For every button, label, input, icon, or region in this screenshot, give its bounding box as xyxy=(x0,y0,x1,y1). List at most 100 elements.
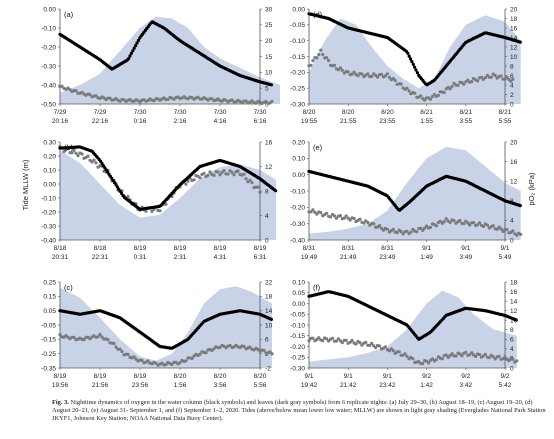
right-tick-label: 18 xyxy=(510,16,518,23)
leaf-point xyxy=(440,357,444,361)
leaf-point xyxy=(444,353,448,357)
leaf-point xyxy=(198,176,202,180)
left-tick-label: -0.50 xyxy=(41,101,56,108)
leaf-point xyxy=(497,354,501,358)
leaf-point xyxy=(86,154,90,158)
x-tick-date: 8/20 xyxy=(342,109,355,116)
right-tick-label: 4 xyxy=(265,213,269,220)
x-tick-date: 8/19 xyxy=(134,373,147,380)
x-tick-time: 1:56 xyxy=(174,382,187,389)
leaf-point xyxy=(270,99,274,103)
left-tick-label: -0.10 xyxy=(41,25,56,32)
x-tick-date: 8/19 xyxy=(174,245,187,252)
leaf-point xyxy=(98,332,102,337)
panel-label: (a) xyxy=(64,10,74,19)
left-tick-label: -0.40 xyxy=(41,237,56,244)
leaf-point xyxy=(407,89,411,93)
leaf-point xyxy=(479,75,484,79)
left-tick-label: -0.15 xyxy=(41,337,56,344)
left-tick-label: 0.00 xyxy=(43,6,56,13)
leaf-point xyxy=(218,173,222,177)
leaf-point xyxy=(164,362,168,367)
left-tick-label: -0.05 xyxy=(290,22,305,29)
leaf-point xyxy=(154,361,158,365)
left-tick-label: -0.40 xyxy=(41,82,56,89)
leaf-point xyxy=(423,98,427,102)
leaf-point xyxy=(452,219,456,223)
leaf-point xyxy=(448,220,452,224)
x-tick-time: 2:16 xyxy=(174,118,187,125)
leaf-point xyxy=(344,338,348,342)
leaf-point xyxy=(166,97,170,101)
left-tick-label: 0.10 xyxy=(292,156,305,163)
leaf-point xyxy=(210,97,214,101)
leaf-point xyxy=(336,337,340,341)
leaf-point xyxy=(158,209,162,213)
x-tick-time: 0:16 xyxy=(134,118,147,125)
leaf-point xyxy=(88,93,92,97)
leaf-point xyxy=(391,349,395,353)
panel-label: (d) xyxy=(313,10,323,19)
left-tick-label: 0.20 xyxy=(292,139,305,146)
leaf-point xyxy=(430,95,435,99)
leaf-point xyxy=(206,173,210,177)
x-tick-time: 1:42 xyxy=(420,382,433,389)
leaf-point xyxy=(519,232,523,236)
leaf-point xyxy=(344,214,348,218)
leaf-point xyxy=(428,97,433,101)
x-tick-date: 8/20 xyxy=(174,373,187,380)
leaf-point xyxy=(72,148,76,152)
leaf-point xyxy=(178,361,182,365)
leaf-point xyxy=(184,182,188,186)
leaf-point xyxy=(315,338,319,342)
leaf-point xyxy=(230,170,234,174)
leaf-point xyxy=(379,72,384,76)
x-tick-date: 9/1 xyxy=(461,245,470,252)
water-point xyxy=(410,60,414,64)
x-tick-date: 8/18 xyxy=(54,245,67,252)
x-tick-time: 21:49 xyxy=(340,254,357,261)
x-tick-time: 19:56 xyxy=(52,382,69,389)
leaf-point xyxy=(334,339,338,343)
left-tick-label: 0.00 xyxy=(292,301,305,308)
leaf-point xyxy=(434,358,438,362)
water-point xyxy=(134,44,138,48)
x-tick-time: 21:56 xyxy=(92,382,109,389)
leaf-point xyxy=(477,221,482,225)
right-tick-label: 6 xyxy=(510,337,514,344)
leaf-point xyxy=(76,154,80,158)
water-point xyxy=(407,54,411,58)
right-tick-label: 8 xyxy=(265,188,269,195)
leaf-point xyxy=(356,74,360,78)
leaf-point xyxy=(114,345,118,349)
leaf-point xyxy=(352,216,356,221)
leaf-point xyxy=(202,171,206,175)
leaf-point xyxy=(311,208,315,212)
left-tick-label: -0.15 xyxy=(290,54,305,61)
left-tick-label: 0.10 xyxy=(292,279,305,286)
water-point xyxy=(269,317,273,321)
left-tick-label: -0.20 xyxy=(290,344,305,351)
leaf-point xyxy=(94,94,98,98)
leaf-point xyxy=(403,352,407,356)
leaf-point xyxy=(315,212,319,216)
leaf-point xyxy=(334,216,338,220)
leaf-point xyxy=(495,227,499,231)
leaf-point xyxy=(383,345,387,349)
leaf-point xyxy=(58,333,62,337)
x-tick-date: 8/31 xyxy=(342,245,355,252)
right-tick-label: 16 xyxy=(510,289,518,296)
left-tick-label: 0.20 xyxy=(43,153,56,160)
x-tick-time: 20:31 xyxy=(52,254,69,261)
right-tick-label: 6 xyxy=(265,337,269,344)
leaf-point xyxy=(80,152,84,156)
leaf-point xyxy=(483,76,487,80)
leaf-point xyxy=(405,229,409,233)
leaf-point xyxy=(72,335,76,339)
right-tick-label: 18 xyxy=(265,294,273,301)
leaf-point xyxy=(421,362,425,366)
leaf-point xyxy=(366,72,370,76)
water-point xyxy=(414,68,418,72)
x-tick-date: 7/29 xyxy=(54,109,67,116)
left-tick-label: -0.30 xyxy=(41,63,56,70)
